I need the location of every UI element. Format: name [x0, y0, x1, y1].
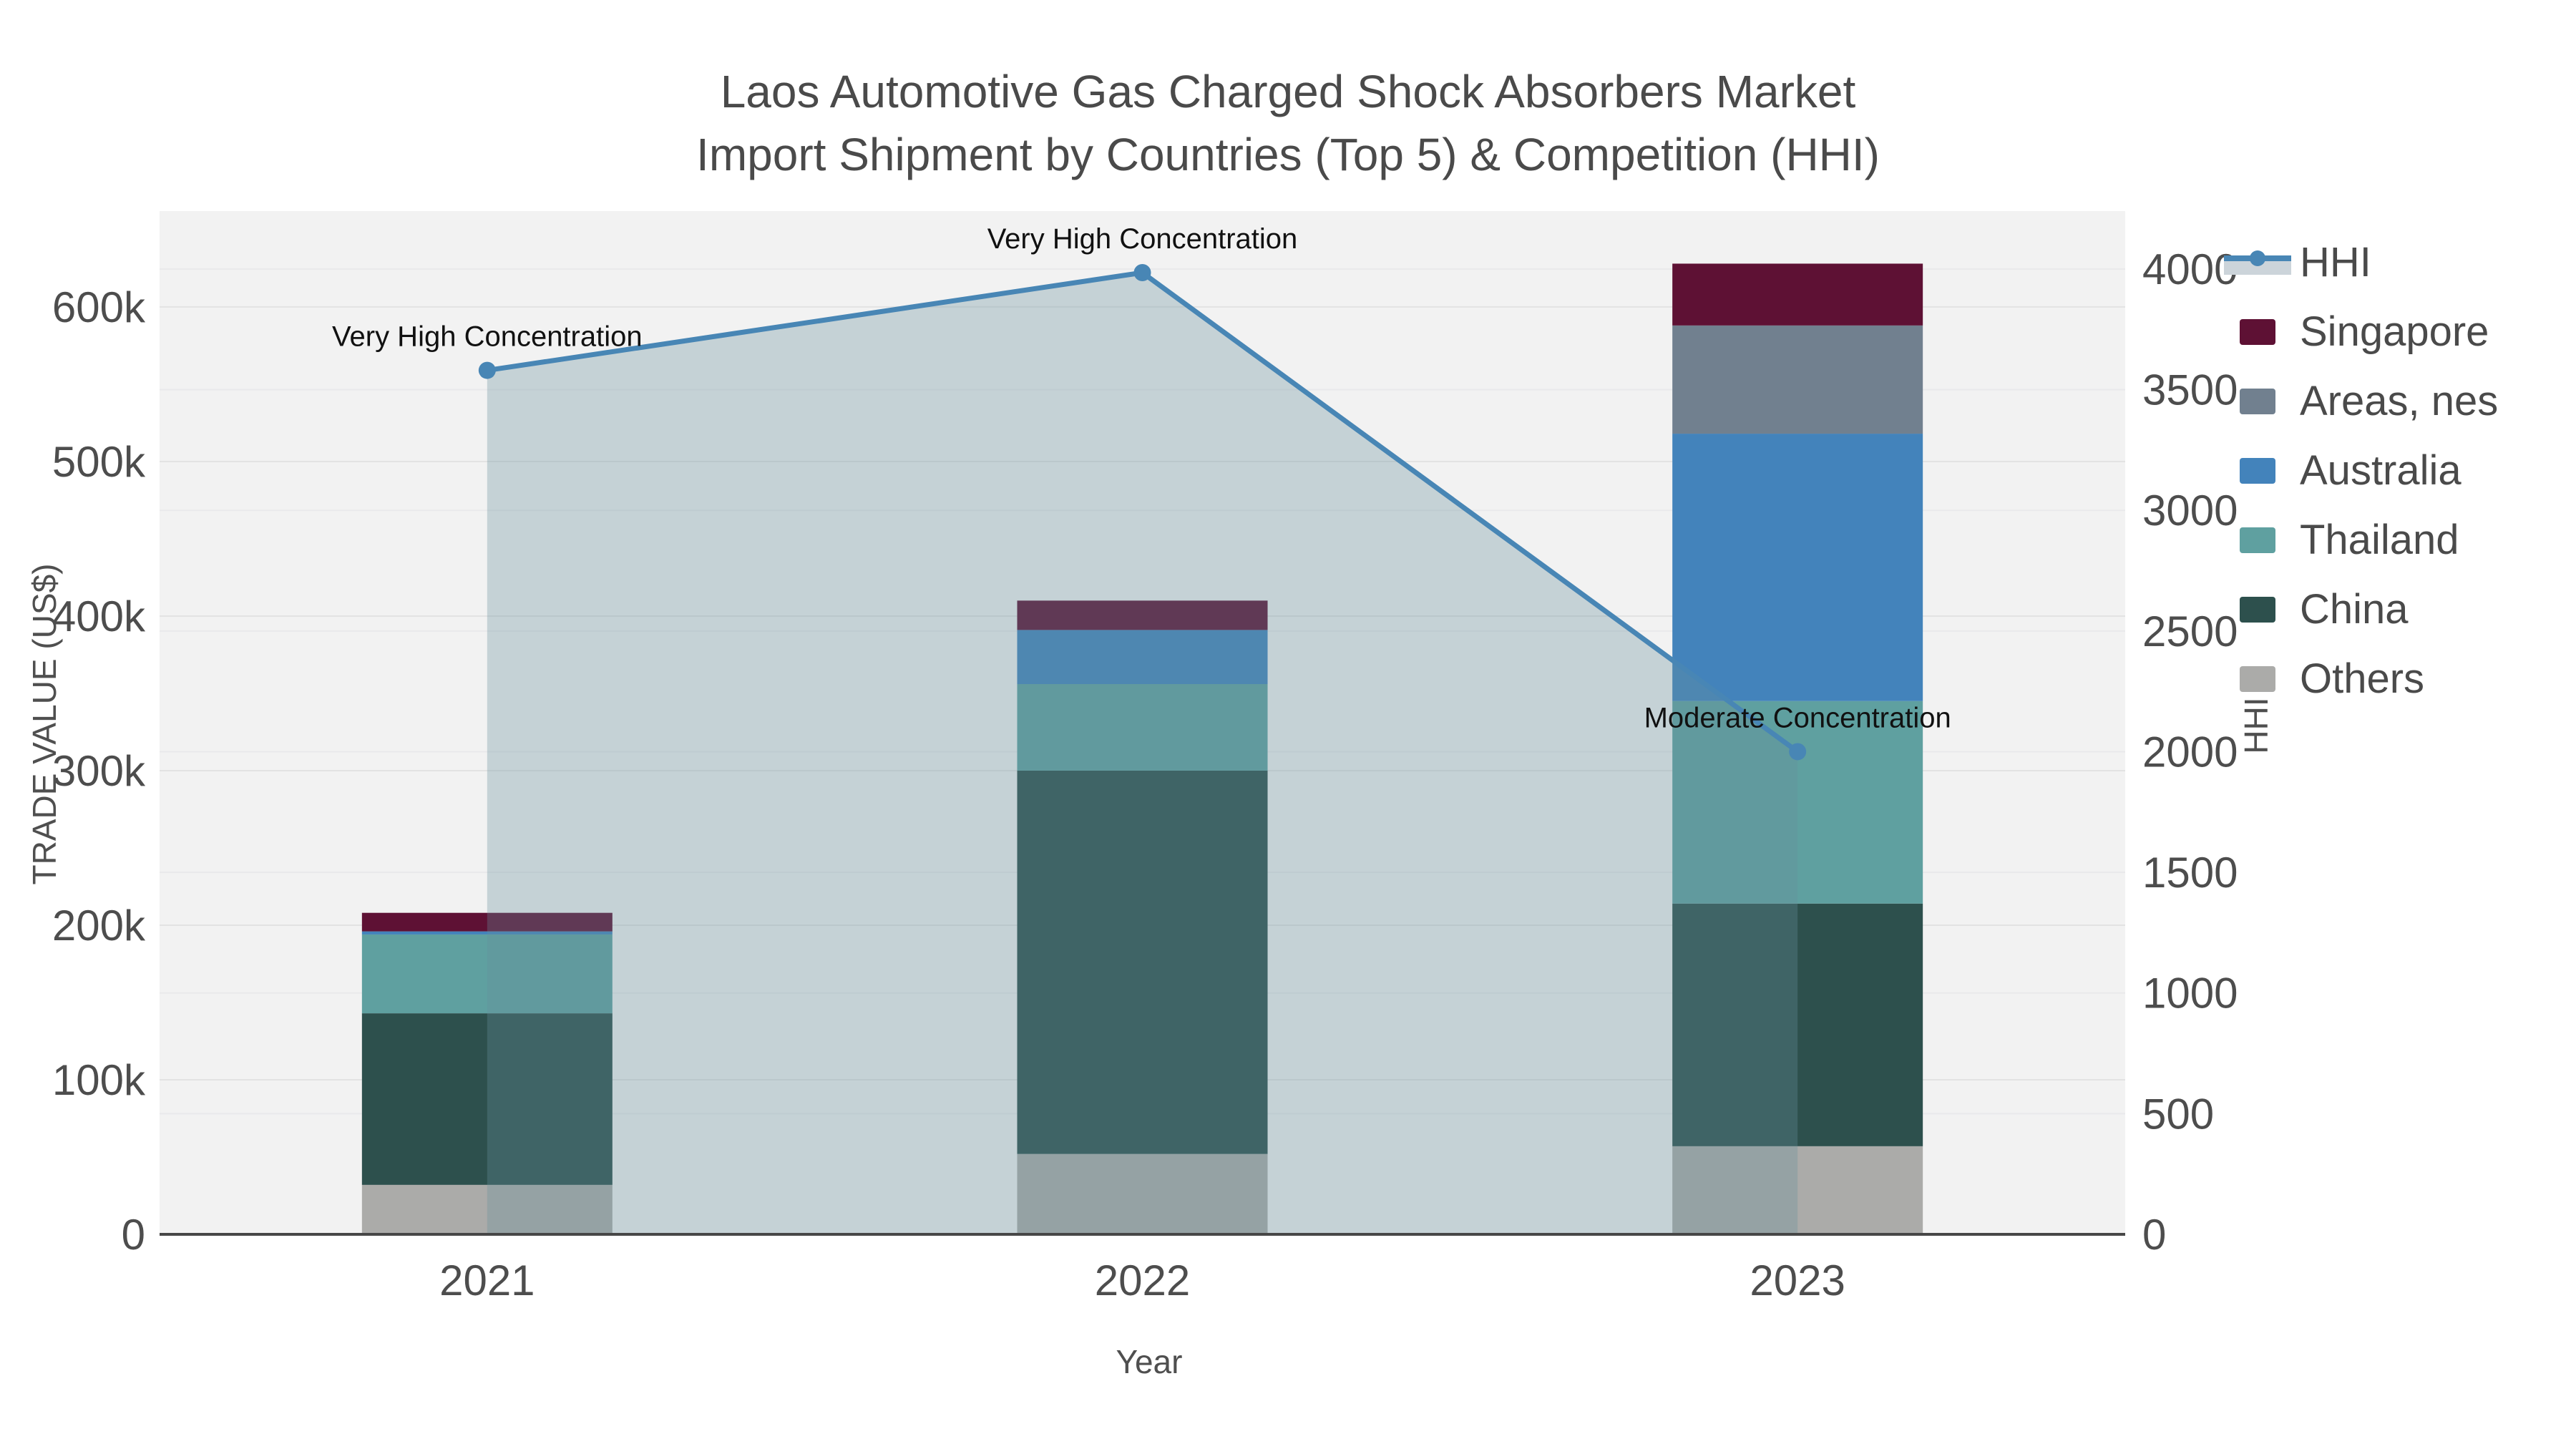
chart-title: Laos Automotive Gas Charged Shock Absorb… — [0, 60, 2576, 186]
thailand-swatch-icon — [2215, 527, 2300, 553]
bar-segment-others-2022[interactable] — [1017, 1153, 1268, 1234]
y-left-tick-400k: 400k — [52, 592, 146, 640]
y-axis-title-left: TRADE VALUE (US$) — [26, 563, 63, 885]
china-swatch-icon — [2215, 596, 2300, 623]
others-swatch-icon — [2215, 665, 2300, 692]
bar-segment-china-2023[interactable] — [1672, 903, 1923, 1146]
x-tick-2022[interactable]: 2022 — [1095, 1257, 1190, 1304]
y-left-tick-600k: 600k — [52, 283, 146, 331]
legend-label: HHI — [2300, 239, 2371, 286]
singapore-swatch-icon — [2215, 318, 2300, 345]
legend-label: Australia — [2300, 447, 2462, 494]
legend-label: China — [2300, 586, 2409, 633]
hhi-marker-2022[interactable] — [1133, 264, 1151, 282]
areas-nes-swatch-icon — [2215, 388, 2300, 414]
y-right-tick-4000: 4000 — [2142, 245, 2238, 293]
bar-segment-australia-2023[interactable] — [1672, 434, 1923, 701]
legend-item-hhi[interactable]: HHI — [2215, 228, 2498, 297]
bar-segment-others-2023[interactable] — [1672, 1146, 1923, 1234]
bar-segment-australia-2021[interactable] — [361, 931, 613, 935]
bar-segment-singapore-2022[interactable] — [1017, 600, 1268, 630]
bar-segment-others-2021[interactable] — [361, 1184, 613, 1234]
y-left-tick-100k: 100k — [52, 1056, 146, 1104]
y-right-tick-3500: 3500 — [2142, 366, 2238, 414]
chart-title-line1: Laos Automotive Gas Charged Shock Absorb… — [720, 66, 1856, 117]
bar-segment-areas-nes-2023[interactable] — [1672, 325, 1923, 434]
y-left-tick-0: 0 — [122, 1211, 145, 1259]
hhi-marker-2023[interactable] — [1789, 743, 1807, 761]
y-right-tick-3000: 3000 — [2142, 487, 2238, 535]
legend-label: Singapore — [2300, 308, 2489, 355]
annotation-2021: Very High Concentration — [332, 321, 643, 353]
y-right-tick-2500: 2500 — [2142, 608, 2238, 655]
y-axis-title-right: HHI — [2238, 697, 2275, 754]
legend-item-others[interactable]: Others — [2215, 644, 2498, 713]
bar-segment-thailand-2022[interactable] — [1017, 683, 1268, 771]
annotation-2022: Very High Concentration — [987, 223, 1298, 255]
australia-swatch-icon — [2215, 457, 2300, 484]
x-tick-2023[interactable]: 2023 — [1750, 1257, 1845, 1304]
y-right-tick-1500: 1500 — [2142, 849, 2238, 897]
bar-segment-china-2022[interactable] — [1017, 770, 1268, 1154]
y-right-tick-1000: 1000 — [2142, 970, 2238, 1018]
y-left-tick-500k: 500k — [52, 438, 146, 486]
bar-segment-thailand-2021[interactable] — [361, 934, 613, 1014]
annotation-2023: Moderate Concentration — [1644, 702, 1951, 733]
y-right-tick-2000: 2000 — [2142, 728, 2238, 776]
bar-segment-singapore-2023[interactable] — [1672, 263, 1923, 326]
legend-label: Thailand — [2300, 517, 2459, 563]
legend-item-china[interactable]: China — [2215, 575, 2498, 644]
legend-item-areas-nes[interactable]: Areas, nes — [2215, 366, 2498, 436]
x-axis-title: Year — [1116, 1343, 1183, 1380]
legend-label: Areas, nes — [2300, 378, 2499, 424]
y-left-tick-200k: 200k — [52, 902, 146, 950]
y-left-tick-300k: 300k — [52, 747, 146, 795]
hhi-marker-2021[interactable] — [478, 361, 496, 379]
bar-segment-china-2021[interactable] — [361, 1013, 613, 1185]
chart-title-line2: Import Shipment by Countries (Top 5) & C… — [696, 129, 1880, 180]
x-tick-2021[interactable]: 2021 — [439, 1257, 535, 1304]
bar-segment-thailand-2023[interactable] — [1672, 701, 1923, 904]
y-right-tick-0: 0 — [2142, 1211, 2166, 1259]
hhi-line-icon — [2215, 249, 2300, 276]
legend-item-singapore[interactable]: Singapore — [2215, 297, 2498, 366]
legend: HHI Singapore Areas, nes Australia Thail… — [2215, 228, 2498, 713]
y-right-tick-500: 500 — [2142, 1090, 2214, 1138]
legend-item-australia[interactable]: Australia — [2215, 436, 2498, 505]
bar-segment-singapore-2021[interactable] — [361, 912, 613, 932]
bar-segment-australia-2022[interactable] — [1017, 630, 1268, 684]
legend-label: Others — [2300, 655, 2425, 702]
legend-item-thailand[interactable]: Thailand — [2215, 505, 2498, 575]
